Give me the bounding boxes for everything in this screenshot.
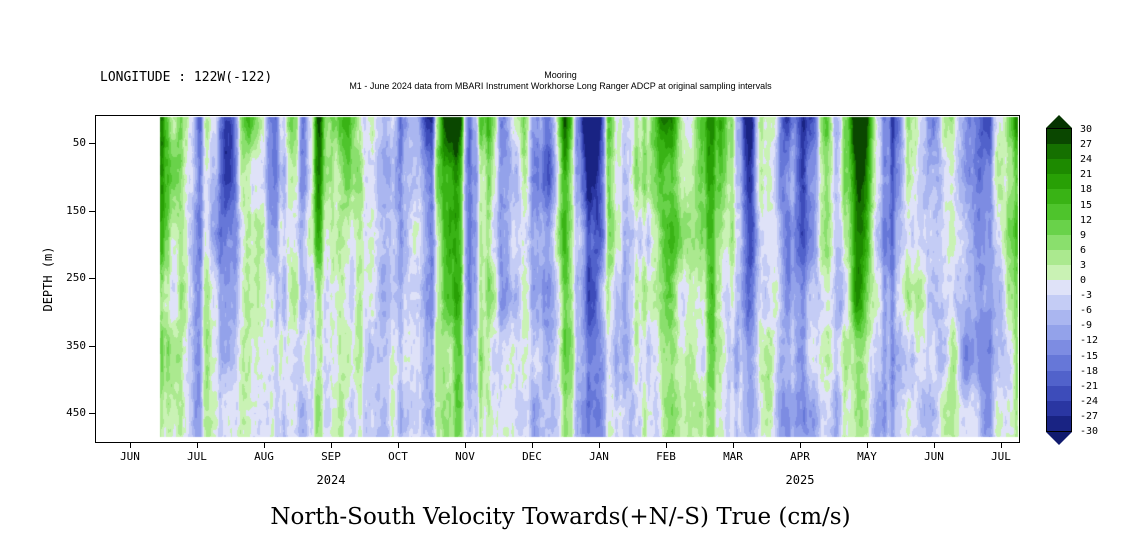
colorbar-bottom-arrow [1046, 432, 1072, 445]
x-tick-mark [398, 443, 399, 448]
x-tick-mark [331, 443, 332, 448]
x-tick-label: AUG [254, 450, 274, 463]
colorbar-segment [1047, 159, 1071, 175]
x-tick-mark [465, 443, 466, 448]
colorbar-tick-label: 24 [1080, 154, 1093, 166]
y-tick-label: 450 [66, 406, 86, 420]
colorbar-segment [1047, 340, 1071, 356]
longitude-label: LONGITUDE : 122W(-122) [100, 70, 273, 85]
x-tick-mark [264, 443, 265, 448]
plot-title: Mooring [544, 70, 577, 80]
plot-subtitle: M1 - June 2024 data from MBARI Instrumen… [349, 81, 772, 91]
x-tick-label: MAY [857, 450, 877, 463]
x-tick-label: SEP [321, 450, 341, 463]
colorbar-tick-label: -6 [1080, 305, 1093, 317]
colorbar-segment [1047, 144, 1071, 160]
colorbar-top-arrow [1046, 115, 1072, 128]
colorbar-segment [1047, 264, 1071, 280]
heatmap-canvas [96, 116, 1019, 442]
year-label: 2025 [785, 473, 815, 487]
colorbar-tick-label: -15 [1080, 350, 1099, 362]
colorbar-segment [1047, 385, 1071, 401]
x-tick-mark [867, 443, 868, 448]
colorbar [1046, 128, 1072, 432]
x-tick-label: JUL [991, 450, 1011, 463]
colorbar-tick-label: 21 [1080, 169, 1093, 181]
colorbar-segment [1047, 370, 1071, 386]
colorbar-tick-label: 0 [1080, 275, 1087, 286]
colorbar-segment [1047, 174, 1071, 190]
colorbar-segment [1047, 415, 1071, 431]
colorbar-segment [1047, 355, 1071, 371]
y-tick-label: 50 [72, 136, 86, 150]
year-label: 2024 [316, 473, 346, 487]
y-tick-label: 150 [66, 203, 86, 217]
x-tick-mark [130, 443, 131, 448]
x-tick-label: DEC [522, 450, 542, 463]
x-tick-mark [599, 443, 600, 448]
x-tick-mark [934, 443, 935, 448]
colorbar-tick-label: 3 [1080, 259, 1087, 271]
x-tick-mark [733, 443, 734, 448]
x-tick-label: NOV [455, 450, 475, 463]
colorbar-segment [1047, 310, 1071, 326]
x-tick-mark [800, 443, 801, 448]
colorbar-tick-label: 27 [1080, 139, 1093, 151]
colorbar-tick-label: 12 [1080, 214, 1093, 226]
colorbar-tick-label: -3 [1080, 290, 1093, 302]
x-tick-mark [1001, 443, 1002, 448]
colorbar-tick-label: -18 [1080, 365, 1099, 377]
y-tick-label: 250 [66, 271, 86, 285]
colorbar-tick-label: 18 [1080, 184, 1093, 196]
colorbar-segment [1047, 189, 1071, 205]
colorbar-segment [1047, 249, 1071, 265]
colorbar-tick-label: -24 [1080, 395, 1099, 407]
x-tick-mark [197, 443, 198, 448]
x-tick-label: APR [790, 450, 810, 463]
x-tick-label: JUN [924, 450, 944, 463]
colorbar-tick-label: 9 [1080, 229, 1087, 241]
y-tick-mark [89, 413, 95, 414]
colorbar-segment [1047, 129, 1071, 145]
x-tick-label: JAN [589, 450, 609, 463]
colorbar-tick-label: -21 [1080, 380, 1099, 392]
colorbar-segment [1047, 400, 1071, 416]
x-tick-label: JUL [187, 450, 207, 463]
y-tick-mark [89, 346, 95, 347]
plot-frame [95, 115, 1020, 443]
x-tick-label: OCT [388, 450, 408, 463]
x-tick-mark [532, 443, 533, 448]
x-tick-label: FEB [656, 450, 676, 463]
y-tick-label: 350 [66, 338, 86, 352]
x-tick-label: MAR [723, 450, 743, 463]
colorbar-segment [1047, 219, 1071, 235]
colorbar-tick-label: -27 [1080, 410, 1099, 422]
x-tick-mark [666, 443, 667, 448]
colorbar-tick-label: 6 [1080, 244, 1087, 256]
y-tick-mark [89, 278, 95, 279]
y-tick-mark [89, 143, 95, 144]
colorbar-tick-label: 15 [1080, 199, 1093, 211]
colorbar-segment [1047, 295, 1071, 311]
colorbar-segment [1047, 325, 1071, 341]
colorbar-tick-label: -9 [1080, 320, 1093, 332]
colorbar-tick-label: 30 [1080, 124, 1093, 135]
bottom-title: North-South Velocity Towards(+N/-S) True… [270, 504, 851, 530]
colorbar-tick-label: -30 [1080, 426, 1099, 437]
y-tick-mark [89, 211, 95, 212]
colorbar-segment [1047, 204, 1071, 220]
x-tick-label: JUN [120, 450, 140, 463]
colorbar-segment [1047, 234, 1071, 250]
colorbar-segment [1047, 279, 1071, 296]
colorbar-tick-label: -12 [1080, 335, 1099, 347]
